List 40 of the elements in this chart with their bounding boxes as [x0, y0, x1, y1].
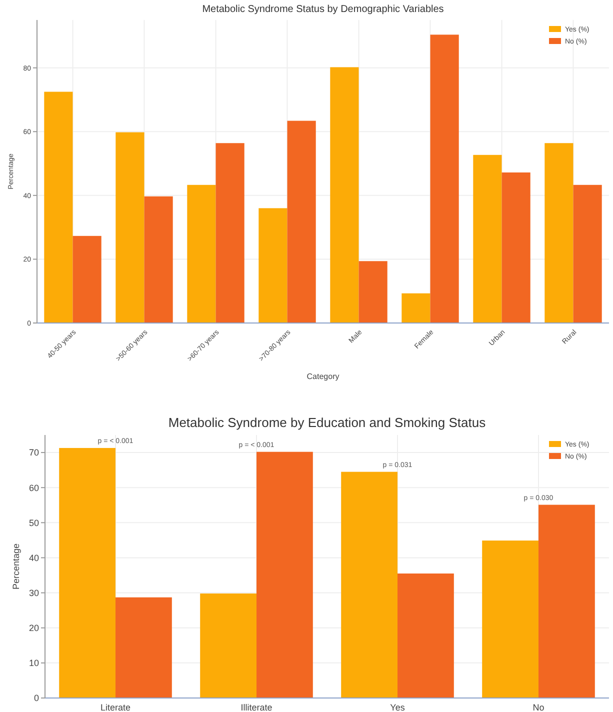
- x-tick-label: Illiterate: [240, 702, 272, 712]
- bar: [116, 597, 172, 698]
- y-tick-label: 60: [28, 482, 39, 493]
- chart-title: Metabolic Syndrome by Education and Smoking Status: [168, 415, 486, 430]
- bar: [538, 504, 595, 698]
- bar: [330, 67, 359, 323]
- bar: [144, 196, 173, 323]
- y-tick-label: 70: [28, 448, 39, 458]
- x-tick-label: No: [532, 702, 544, 712]
- bar: [502, 172, 530, 323]
- x-tick-label: Yes: [390, 702, 406, 712]
- x-tick-label: Literate: [100, 702, 131, 712]
- bar: [402, 293, 430, 323]
- bar: [544, 143, 574, 323]
- y-tick-label: 40: [28, 552, 39, 563]
- bar: [341, 472, 398, 698]
- bar: [187, 184, 216, 323]
- bar: [358, 261, 388, 323]
- bar: [72, 236, 102, 323]
- y-tick-label: 10: [28, 658, 39, 668]
- x-axis-title: Category: [306, 372, 340, 381]
- bar: [287, 120, 316, 323]
- bar: [200, 594, 256, 698]
- y-tick-label: 50: [28, 518, 39, 528]
- chart-title: Metabolic Syndrome Status by Demographic Variables: [202, 4, 444, 15]
- bar: [482, 540, 538, 698]
- y-tick-label: 30: [28, 588, 39, 598]
- bar: [59, 448, 116, 698]
- bar: [573, 184, 602, 323]
- bar: [116, 132, 144, 323]
- bar: [473, 154, 502, 323]
- y-axis-title: Percentage: [11, 543, 21, 590]
- y-tick-label: 0: [34, 693, 39, 704]
- bar: [256, 452, 313, 698]
- bar: [44, 92, 73, 323]
- y-tick-label: 20: [28, 623, 39, 634]
- bar: [258, 208, 288, 323]
- bar: [216, 143, 244, 323]
- bar: [398, 574, 454, 698]
- bar: [430, 34, 459, 323]
